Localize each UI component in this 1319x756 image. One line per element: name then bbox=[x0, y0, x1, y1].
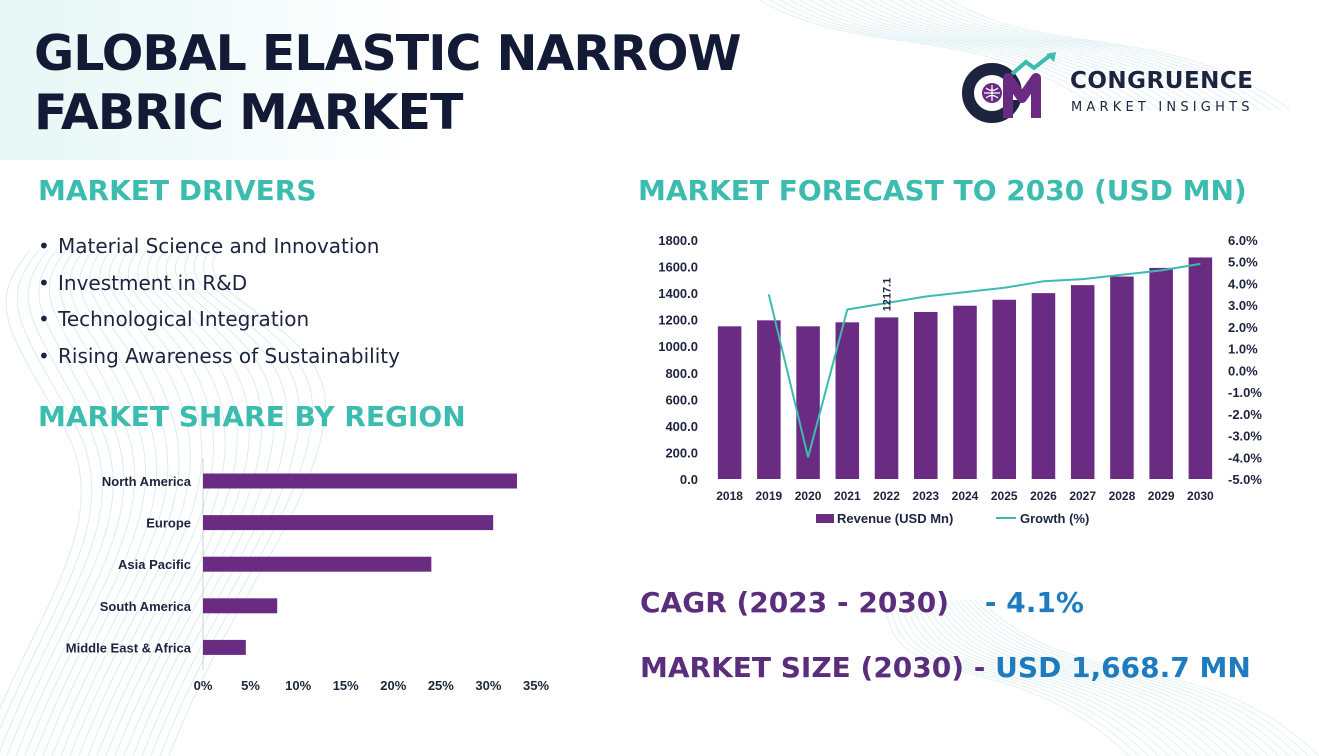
market-size-label: MARKET SIZE (2030) - bbox=[640, 651, 986, 684]
legend-growth-label: Growth (%) bbox=[1020, 511, 1089, 526]
revenue-bar bbox=[914, 311, 938, 479]
forecast-y-tick: 1000.0 bbox=[658, 339, 698, 354]
forecast-x-tick: 2029 bbox=[1148, 489, 1175, 503]
region-x-tick: 30% bbox=[475, 678, 501, 693]
region-x-tick: 0% bbox=[194, 678, 213, 693]
growth-line bbox=[767, 262, 1201, 458]
forecast-y2-tick: 2.0% bbox=[1228, 320, 1258, 335]
forecast-y2-tick: -1.0% bbox=[1228, 385, 1262, 400]
forecast-y2-tick: -4.0% bbox=[1228, 450, 1262, 465]
revenue-bar bbox=[717, 326, 742, 479]
forecast-y-tick: 1600.0 bbox=[658, 260, 698, 275]
forecast-x-tick: 2019 bbox=[755, 489, 782, 503]
revenue-bar bbox=[1149, 267, 1173, 479]
forecast-y2-tick: 1.0% bbox=[1228, 342, 1258, 357]
revenue-bar bbox=[1110, 276, 1134, 479]
region-label: North America bbox=[102, 474, 192, 489]
revenue-bar bbox=[835, 322, 860, 479]
revenue-bar bbox=[1188, 257, 1213, 479]
forecast-x-tick: 2025 bbox=[991, 489, 1018, 503]
drivers-list: Material Science and Innovation Investme… bbox=[38, 228, 400, 375]
revenue-bar bbox=[953, 305, 977, 479]
region-x-tick: 35% bbox=[523, 678, 549, 693]
forecast-y2-tick: -3.0% bbox=[1228, 429, 1262, 444]
forecast-x-tick: 2018 bbox=[716, 489, 743, 503]
revenue-bar bbox=[992, 299, 1016, 479]
cagr-label: CAGR (2023 - 2030) bbox=[640, 586, 950, 619]
region-label: Middle East & Africa bbox=[66, 640, 192, 655]
driver-item: Investment in R&D bbox=[38, 265, 400, 302]
region-bar bbox=[203, 639, 246, 655]
revenue-bar bbox=[874, 317, 899, 479]
forecast-x-tick: 2022 bbox=[873, 489, 900, 503]
region-label: South America bbox=[100, 599, 192, 614]
region-label: Europe bbox=[146, 516, 191, 531]
region-bar bbox=[203, 556, 432, 572]
market-forecast-chart: 0.0 200.0 400.0 600.0 800.0 1000.0 1200.0 1400.… bbox=[658, 233, 1262, 526]
page-title: GLOBAL ELASTIC NARROW FABRIC MARKET bbox=[34, 24, 742, 142]
driver-item: Rising Awareness of Sustainability bbox=[38, 338, 400, 375]
forecast-y-tick: 1800.0 bbox=[658, 233, 698, 248]
region-heading: MARKET SHARE BY REGION bbox=[38, 400, 466, 433]
forecast-y-tick: 1400.0 bbox=[658, 286, 698, 301]
forecast-x-tick: 2030 bbox=[1187, 489, 1214, 503]
region-x-tick: 15% bbox=[333, 678, 359, 693]
legend-revenue-swatch bbox=[816, 514, 834, 523]
logo-tagline: MARKET INSIGHTS bbox=[1071, 100, 1254, 115]
forecast-y-tick: 0.0 bbox=[680, 472, 698, 487]
forecast-x-tick: 2021 bbox=[834, 489, 861, 503]
forecast-y2-tick: 6.0% bbox=[1228, 233, 1258, 248]
forecast-y2-tick: -5.0% bbox=[1228, 472, 1262, 487]
forecast-y-tick: 800.0 bbox=[665, 366, 698, 381]
forecast-y2-tick: 3.0% bbox=[1228, 298, 1258, 313]
driver-item: Material Science and Innovation bbox=[38, 228, 400, 265]
drivers-heading: MARKET DRIVERS bbox=[38, 174, 317, 207]
title-line-2: FABRIC MARKET bbox=[34, 84, 463, 141]
forecast-y2-tick: 4.0% bbox=[1228, 276, 1258, 291]
market-size-value: USD 1,668.7 MN bbox=[995, 651, 1251, 684]
forecast-x-tick: 2026 bbox=[1030, 489, 1057, 503]
forecast-x-tick: 2027 bbox=[1069, 489, 1096, 503]
region-x-tick: 20% bbox=[380, 678, 406, 693]
logo-mark-icon bbox=[962, 52, 1056, 123]
forecast-y-tick: 400.0 bbox=[665, 419, 698, 434]
region-share-chart: North America Europe Asia Pacific South Ame… bbox=[66, 458, 549, 693]
driver-item: Technological Integration bbox=[38, 301, 400, 338]
cagr-stat: CAGR (2023 - 2030) - 4.1% bbox=[640, 586, 1084, 619]
region-bar bbox=[203, 515, 494, 531]
forecast-x-tick: 2023 bbox=[912, 489, 939, 503]
logo-name: CONGRUENCE bbox=[1070, 68, 1254, 94]
market-size-stat: MARKET SIZE (2030) - USD 1,668.7 MN bbox=[640, 651, 1251, 684]
title-line-1: GLOBAL ELASTIC NARROW bbox=[34, 25, 742, 82]
region-x-tick: 25% bbox=[428, 678, 454, 693]
forecast-y2-tick: 5.0% bbox=[1228, 255, 1258, 270]
region-x-tick: 10% bbox=[285, 678, 311, 693]
region-x-tick: 5% bbox=[241, 678, 260, 693]
revenue-bar bbox=[796, 326, 820, 479]
forecast-heading: MARKET FORECAST TO 2030 (USD MN) bbox=[638, 174, 1247, 207]
revenue-data-label: 1217.1 bbox=[882, 278, 894, 312]
revenue-bar bbox=[1031, 293, 1056, 479]
forecast-x-tick: 2020 bbox=[795, 489, 822, 503]
region-bar bbox=[203, 598, 278, 614]
forecast-x-tick: 2028 bbox=[1109, 489, 1136, 503]
region-label: Asia Pacific bbox=[118, 557, 191, 572]
cagr-value: - 4.1% bbox=[984, 586, 1084, 619]
brand-logo: CONGRUENCE MARKET INSIGHTS bbox=[962, 52, 1292, 124]
forecast-x-tick: 2024 bbox=[952, 489, 979, 503]
legend-revenue-label: Revenue (USD Mn) bbox=[837, 511, 953, 526]
forecast-y-tick: 600.0 bbox=[665, 392, 698, 407]
forecast-y-tick: 1200.0 bbox=[658, 313, 698, 328]
revenue-bar bbox=[757, 320, 781, 479]
forecast-y-tick: 200.0 bbox=[665, 445, 698, 460]
region-bar bbox=[203, 473, 517, 489]
revenue-bar bbox=[1070, 285, 1095, 479]
forecast-y2-tick: -2.0% bbox=[1228, 407, 1262, 422]
forecast-y2-tick: 0.0% bbox=[1228, 363, 1258, 378]
